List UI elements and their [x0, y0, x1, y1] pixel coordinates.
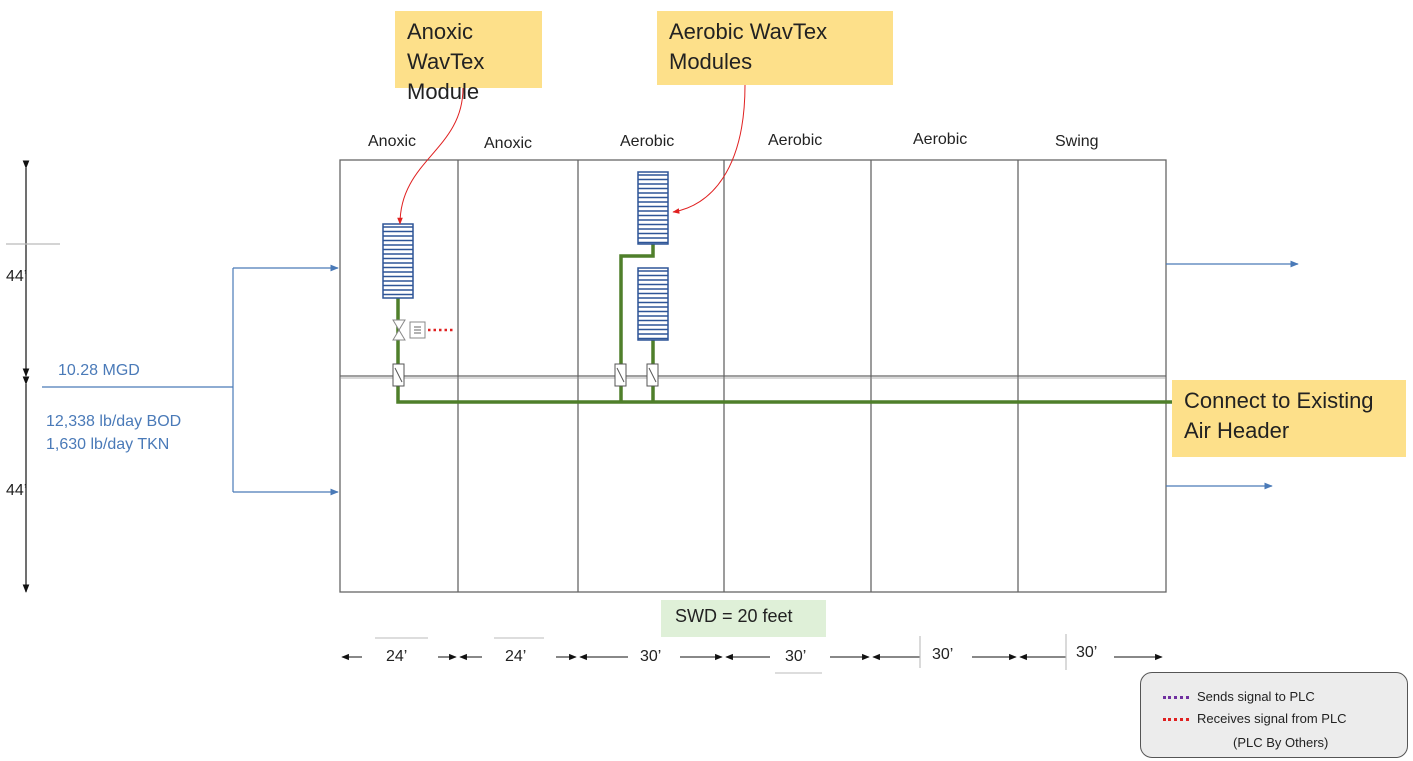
- diffusers: [382, 171, 669, 341]
- legend-note: (PLC By Others): [1233, 735, 1329, 750]
- width-label: 30’: [785, 648, 807, 665]
- zone-label: Aerobic: [913, 131, 968, 148]
- control-valve-icon: [392, 319, 406, 341]
- callout-anoxic-module: Anoxic WavTex Module: [395, 11, 542, 104]
- width-label: 24’: [386, 648, 408, 665]
- legend-receives: Receives signal from PLC: [1163, 711, 1347, 726]
- anoxic-callout-arrow: [397, 87, 464, 225]
- zone-label: Anoxic: [484, 135, 533, 152]
- diffuser-module: [637, 267, 669, 341]
- control-valve: [392, 319, 455, 341]
- width-dimensions: [341, 634, 1163, 674]
- callout-arrows: [397, 84, 746, 225]
- receives-dots: [1163, 718, 1189, 722]
- legend-sends-label: Sends signal to PLC: [1197, 689, 1315, 704]
- width-label: 30’: [932, 646, 954, 663]
- influent-piping: [42, 260, 1299, 496]
- influent-flow: 10.28 MGD: [58, 362, 140, 379]
- width-label: 24’: [505, 648, 527, 665]
- legend-receives-label: Receives signal from PLC: [1197, 711, 1347, 726]
- butterfly-valves: [392, 363, 659, 387]
- width-label: 30’: [640, 648, 662, 665]
- width-label: 30’: [1076, 644, 1098, 661]
- callout-air-header: Connect to Existing Air Header: [1172, 380, 1406, 457]
- zone-label: Swing: [1055, 133, 1099, 150]
- legend-sends: Sends signal to PLC: [1163, 689, 1315, 704]
- aerobic-callout-arrow: [672, 84, 746, 214]
- height-dimension: [6, 160, 60, 593]
- swd-label: SWD = 20 feet: [661, 600, 826, 637]
- legend: Sends signal to PLC Receives signal from…: [1140, 672, 1408, 758]
- influent-tkn: 1,630 lb/day TKN: [46, 436, 170, 453]
- diffuser-module: [637, 171, 669, 245]
- height-lower: 44’: [6, 482, 28, 499]
- diffuser-module: [382, 223, 414, 299]
- butterfly-valve-icon: [646, 363, 659, 387]
- zone-label: Aerobic: [768, 132, 823, 149]
- zone-label: Aerobic: [620, 133, 675, 150]
- height-upper: 44’: [6, 268, 28, 285]
- zone-label: Anoxic: [368, 133, 417, 150]
- basin: [339, 159, 1167, 593]
- influent-bod: 12,338 lb/day BOD: [46, 413, 182, 430]
- butterfly-valve-icon: [392, 363, 405, 387]
- sends-dots: [1163, 696, 1189, 700]
- air-header-pipe: [396, 298, 1172, 404]
- callout-aerobic-modules: Aerobic WavTex Modules: [657, 11, 893, 85]
- butterfly-valve-icon: [614, 363, 627, 387]
